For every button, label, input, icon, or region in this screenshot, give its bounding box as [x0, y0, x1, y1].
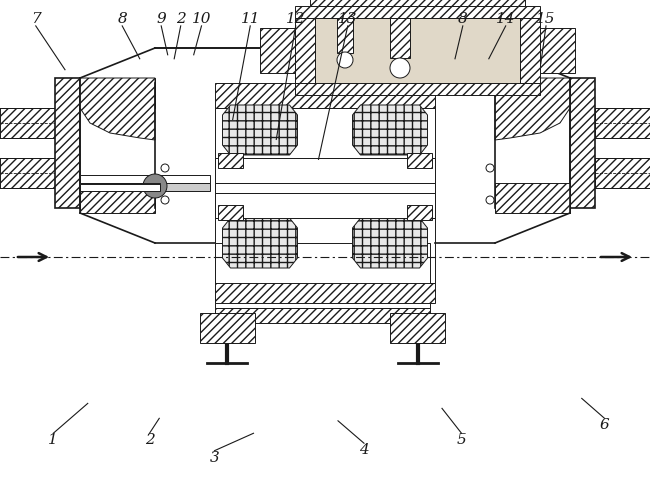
Text: 3: 3: [209, 451, 220, 465]
Polygon shape: [0, 108, 55, 138]
Bar: [215, 283, 435, 303]
Polygon shape: [570, 78, 595, 208]
Polygon shape: [230, 158, 300, 218]
Bar: [218, 205, 243, 220]
Bar: [215, 183, 435, 193]
Bar: [407, 205, 432, 220]
Circle shape: [161, 164, 169, 172]
Text: 13: 13: [338, 12, 358, 26]
Polygon shape: [495, 78, 570, 140]
Bar: [80, 183, 210, 191]
Text: 6: 6: [599, 418, 610, 432]
Text: 1: 1: [49, 433, 58, 447]
Bar: [540, 28, 575, 73]
Text: 9: 9: [156, 12, 166, 26]
Bar: [295, 18, 315, 83]
Bar: [80, 175, 210, 183]
Polygon shape: [80, 78, 155, 108]
Bar: [215, 108, 435, 283]
Polygon shape: [350, 158, 420, 218]
Circle shape: [486, 164, 494, 172]
Bar: [337, 18, 353, 53]
Polygon shape: [352, 218, 428, 268]
Polygon shape: [55, 78, 80, 208]
Bar: [215, 193, 435, 218]
Bar: [200, 313, 255, 343]
Polygon shape: [0, 158, 55, 188]
Polygon shape: [495, 78, 570, 108]
Polygon shape: [352, 105, 428, 155]
Bar: [215, 308, 430, 323]
Polygon shape: [80, 183, 155, 213]
Circle shape: [161, 196, 169, 204]
Polygon shape: [595, 158, 650, 188]
Bar: [390, 313, 445, 343]
Polygon shape: [595, 108, 650, 138]
Circle shape: [143, 174, 167, 198]
Bar: [405, 328, 430, 343]
Polygon shape: [222, 218, 298, 268]
Polygon shape: [80, 78, 155, 140]
Text: 7: 7: [31, 12, 40, 26]
Text: 8: 8: [117, 12, 127, 26]
Text: 2: 2: [144, 433, 155, 447]
Bar: [295, 83, 540, 95]
Text: 10: 10: [192, 12, 211, 26]
Circle shape: [486, 196, 494, 204]
Bar: [80, 183, 160, 190]
Bar: [315, 18, 520, 83]
Polygon shape: [222, 105, 298, 155]
Bar: [520, 18, 540, 83]
Circle shape: [390, 58, 410, 78]
Bar: [80, 184, 160, 191]
Bar: [390, 18, 410, 58]
Text: 14: 14: [496, 12, 515, 26]
Bar: [218, 153, 243, 168]
Bar: [310, 0, 525, 6]
Circle shape: [337, 52, 353, 68]
Bar: [215, 83, 435, 108]
Polygon shape: [495, 183, 570, 213]
Bar: [215, 243, 430, 308]
Text: 12: 12: [286, 12, 306, 26]
Text: 15: 15: [536, 12, 556, 26]
Bar: [407, 153, 432, 168]
Bar: [215, 328, 240, 343]
Text: 8: 8: [458, 12, 467, 26]
Bar: [215, 158, 435, 183]
Text: 4: 4: [359, 443, 369, 457]
Bar: [295, 6, 540, 18]
Text: 11: 11: [240, 12, 260, 26]
Text: 2: 2: [176, 12, 186, 26]
Bar: [260, 28, 295, 73]
Text: 5: 5: [456, 433, 467, 447]
